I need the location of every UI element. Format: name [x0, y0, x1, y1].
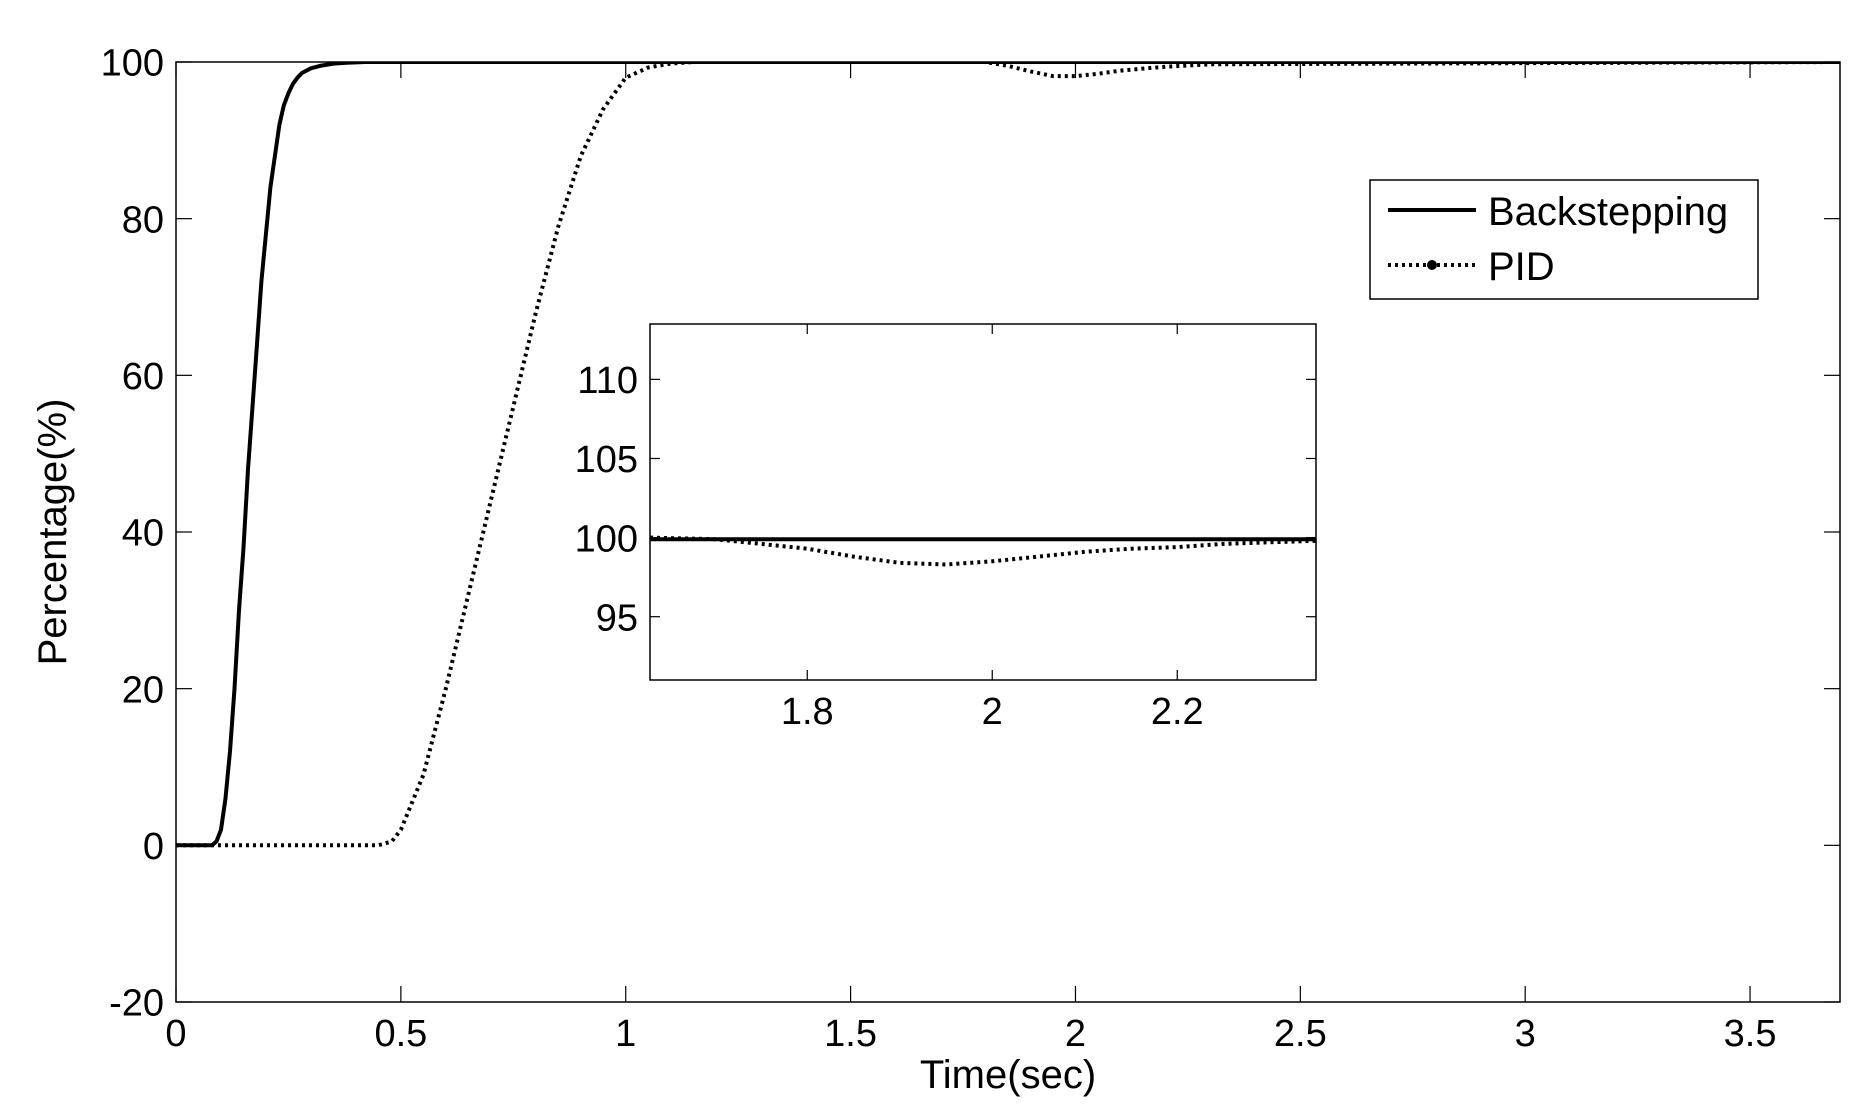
main-x-tick-label: 1: [615, 1013, 636, 1055]
inset-lines: [650, 535, 1316, 567]
inset-series-pid: [650, 535, 1316, 567]
main-x-tick-label: 2: [1065, 1013, 1086, 1055]
legend-marker-pid: [1427, 260, 1437, 270]
legend-box: [1369, 179, 1759, 300]
main-lines: [176, 62, 1840, 848]
main-series-pid: [176, 62, 1840, 848]
main-y-tick-label: -20: [109, 983, 164, 1025]
inset-plot: 1.8 2 2.2 95 100 105 110: [575, 323, 1317, 733]
inset-x-tick-label: 2: [982, 691, 1003, 733]
main-x-tick-label: 3: [1515, 1013, 1536, 1055]
main-x-tick-label: 2.5: [1274, 1013, 1327, 1055]
main-y-tick-label: 0: [143, 826, 164, 868]
main-plot-frame: [175, 61, 1841, 1003]
main-series-backstepping: [176, 62, 1840, 848]
inset-y-tick-label: 100: [575, 518, 638, 560]
main-y-tick-label: 100: [101, 43, 164, 85]
main-x-tick-label: 3.5: [1724, 1013, 1777, 1055]
main-y-tick-label: 40: [122, 513, 164, 555]
y-axis-label: Percentage(%): [31, 399, 75, 666]
main-x-tick-label: 0: [165, 1013, 186, 1055]
main-y-tick-label: 20: [122, 669, 164, 711]
legend-label-backstepping: Backstepping: [1488, 190, 1728, 234]
inset-x-tick-label: 2.2: [1151, 691, 1204, 733]
main-x-tick-label: 0.5: [374, 1013, 427, 1055]
inset-tick-labels: 1.8 2 2.2 95 100 105 110: [575, 360, 1204, 733]
legend-label-pid: PID: [1488, 245, 1555, 289]
main-y-tick-label: 80: [122, 199, 164, 241]
x-axis-label: Time(sec): [920, 1053, 1096, 1097]
inset-y-tick-label: 105: [575, 439, 638, 481]
main-x-tick-label: 1.5: [824, 1013, 877, 1055]
inset-plot-area: [650, 324, 1316, 680]
main-y-tick-label: 60: [122, 356, 164, 398]
inset-x-tick-label: 1.8: [781, 691, 834, 733]
legend: Backstepping PID: [1369, 179, 1759, 300]
inset-plot-frame: [649, 323, 1317, 681]
inset-y-tick-label: 95: [596, 597, 638, 639]
inset-y-tick-label: 110: [577, 360, 638, 402]
